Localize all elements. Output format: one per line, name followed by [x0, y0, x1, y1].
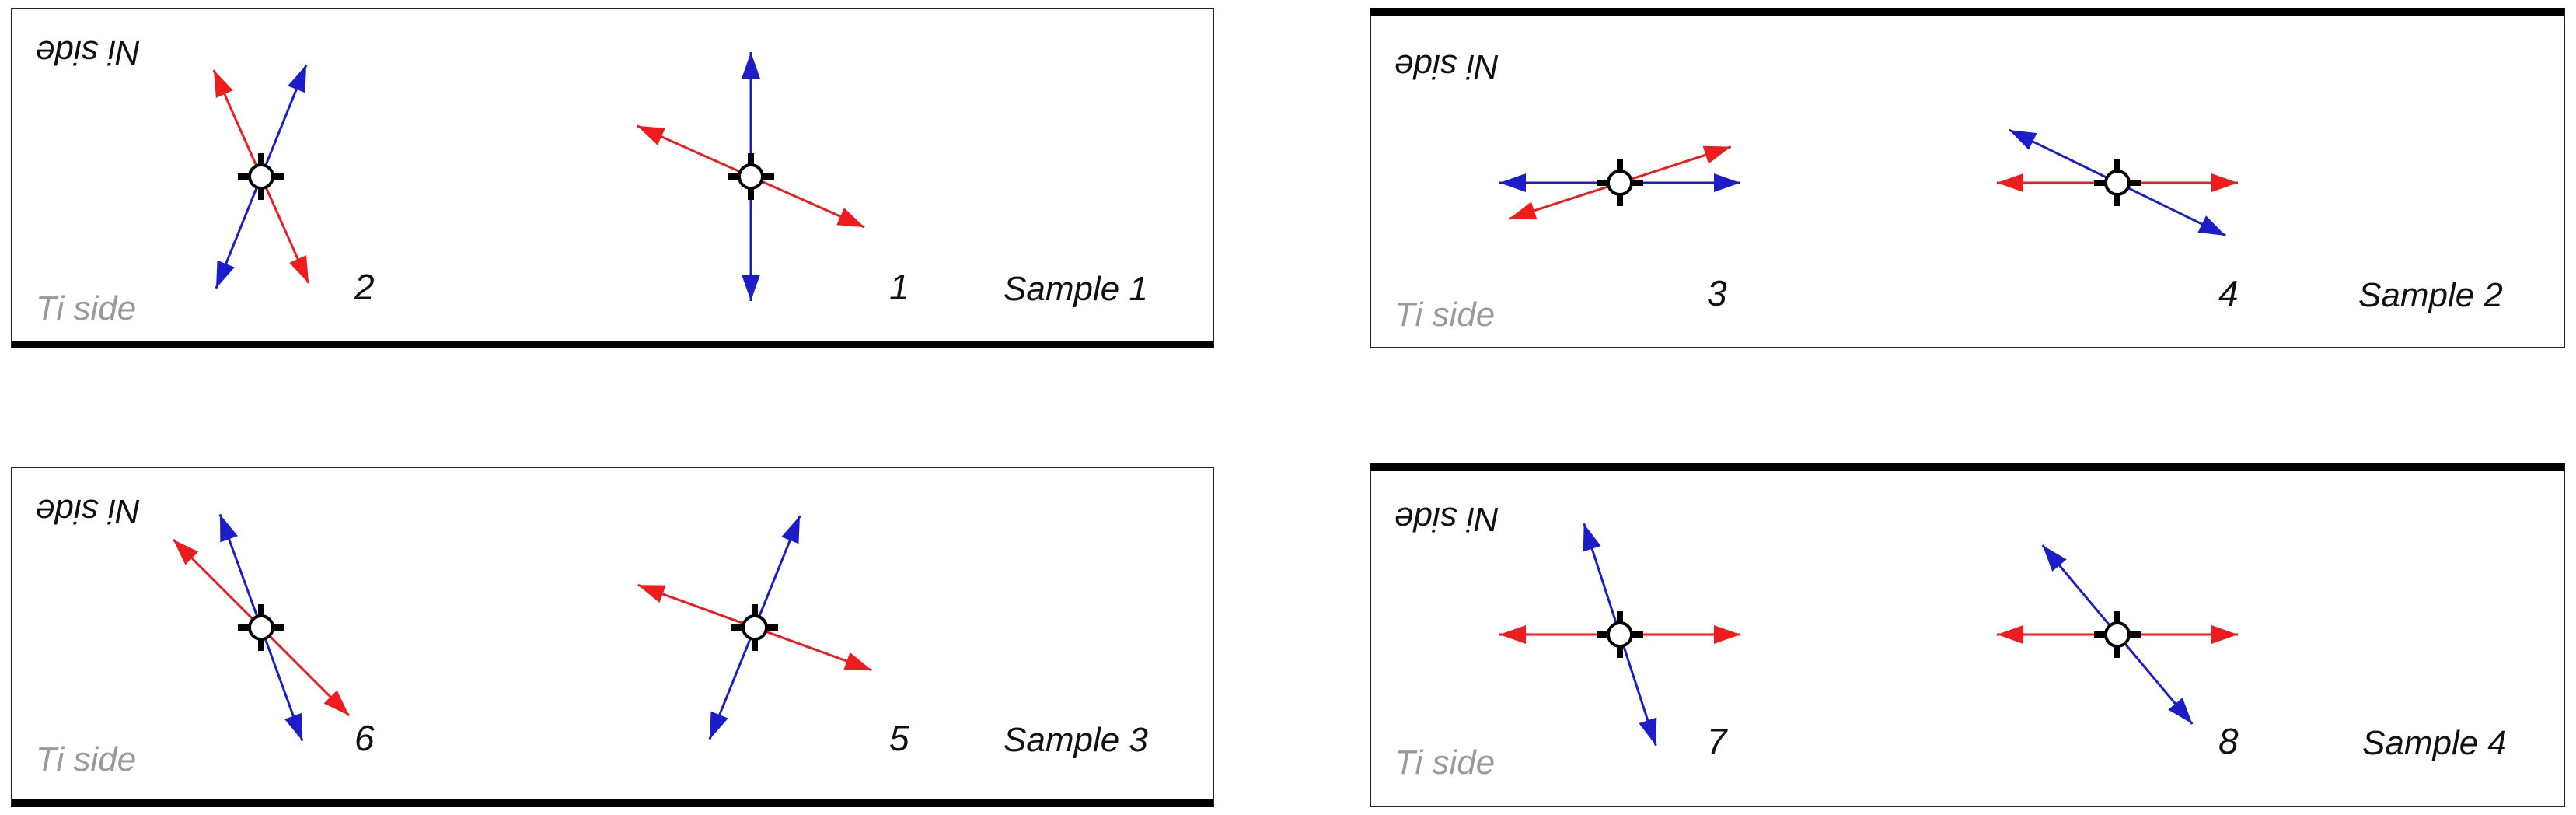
diagram-sample-1: [212, 52, 865, 301]
crystal-8: [1997, 544, 2238, 725]
ni-side-label: Ni side: [36, 492, 141, 530]
arrowhead: [2197, 215, 2226, 236]
sample-label: Sample 1: [1004, 270, 1148, 308]
diagram-sample-4: [1499, 523, 2238, 747]
crystal-number-7: 7: [1707, 721, 1727, 761]
crosshair-marker: [2094, 611, 2141, 658]
crosshair-marker: [1597, 159, 1643, 206]
arrowhead: [742, 52, 760, 79]
panel-sample-3: Ni side Ti side 6 5 Sample 3: [11, 467, 1214, 807]
crystal-5: [637, 515, 872, 740]
panel-sample-4: Ni side Ti side 7 8 Sample 4: [1370, 463, 2565, 807]
arrowhead: [781, 516, 801, 544]
diagram-sample-2: [1499, 128, 2238, 237]
arrowhead: [1639, 717, 1657, 746]
arrowhead: [1714, 625, 1740, 644]
arrowhead: [742, 275, 760, 301]
arrowhead: [637, 125, 665, 145]
crystal-number-8: 8: [2218, 721, 2239, 761]
arrowhead: [1702, 145, 1731, 164]
arrowhead: [215, 260, 235, 289]
arrowhead: [637, 585, 666, 603]
panel-sample-1: Ni side Ti side 2 1 Sample 1: [11, 8, 1214, 348]
diagram-sample-3: [172, 513, 872, 742]
arrowhead: [323, 690, 350, 716]
arrowhead: [2009, 130, 2037, 150]
crosshair-marker: [731, 604, 778, 651]
arrowhead: [2211, 625, 2238, 644]
crystal-3: [1499, 145, 1740, 220]
arrowhead: [289, 255, 309, 284]
arrowhead: [1499, 625, 1526, 644]
panel-sample-2: Ni side Ti side 3 4 Sample 2: [1370, 8, 2565, 348]
crosshair-marker: [728, 153, 774, 200]
crystal-2: [212, 64, 310, 289]
arrowhead: [173, 539, 199, 565]
crystal-number-5: 5: [889, 718, 909, 758]
crystal-4: [1997, 128, 2238, 237]
crystal-number-2: 2: [354, 267, 375, 307]
ti-side-label: Ti side: [36, 289, 137, 327]
arrowhead: [2168, 698, 2193, 724]
arrowhead: [1583, 523, 1601, 552]
arrowhead: [709, 711, 728, 740]
arrowhead: [219, 514, 238, 543]
ni-side-label: Ni side: [1394, 500, 1499, 538]
arrowhead: [2211, 173, 2238, 192]
arrowhead: [2042, 545, 2067, 572]
arrowhead: [836, 208, 865, 228]
arrowhead: [1714, 173, 1740, 192]
arrowhead: [1499, 173, 1526, 192]
ni-side-label: Ni side: [1394, 47, 1499, 86]
arrowhead: [1997, 625, 2023, 644]
ti-side-label: Ti side: [1394, 743, 1496, 782]
crystal-number-3: 3: [1707, 273, 1727, 313]
sample-label: Sample 4: [2362, 724, 2507, 762]
crystal-7: [1499, 523, 1740, 747]
crystal-number-1: 1: [889, 267, 909, 307]
crosshair-marker: [1597, 611, 1643, 658]
arrowhead: [284, 712, 303, 741]
crosshair-marker: [238, 153, 284, 200]
arrowhead: [1997, 173, 2023, 192]
ti-side-label: Ti side: [1394, 296, 1496, 334]
arrowhead: [213, 69, 233, 98]
sample-label: Sample 3: [1004, 721, 1148, 759]
arrowhead: [288, 65, 307, 93]
crystal-6: [172, 513, 351, 742]
crystal-number-4: 4: [2218, 273, 2239, 313]
ti-side-label: Ti side: [36, 740, 137, 778]
crosshair-marker: [2094, 159, 2141, 206]
arrowhead: [843, 652, 872, 670]
crosshair-marker: [238, 604, 284, 651]
crystal-1: [637, 52, 865, 301]
crystal-number-6: 6: [354, 718, 375, 758]
arrowhead: [1509, 201, 1538, 220]
sample-label: Sample 2: [2358, 276, 2503, 314]
ni-side-label: Ni side: [36, 33, 141, 72]
